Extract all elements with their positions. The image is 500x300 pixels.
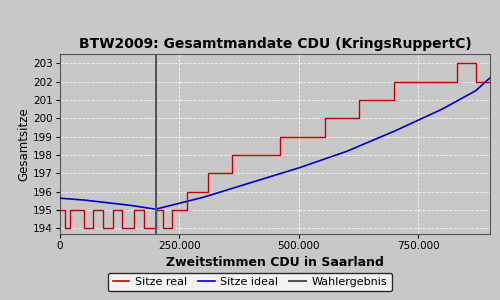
- Sitze real: [160, 208, 166, 212]
- Sitze ideal: [128, 204, 134, 207]
- Line: Sitze real: Sitze real: [60, 63, 490, 229]
- Sitze ideal: [81, 198, 87, 202]
- Sitze ideal: [248, 181, 254, 184]
- Sitze ideal: [296, 166, 302, 170]
- Sitze real: [57, 208, 63, 212]
- Sitze ideal: [57, 196, 63, 200]
- Sitze real: [322, 135, 328, 139]
- Y-axis label: Gesamtsitze: Gesamtsitze: [18, 107, 30, 181]
- Sitze ideal: [105, 201, 111, 205]
- Sitze real: [253, 153, 259, 157]
- Sitze ideal: [472, 89, 478, 92]
- Sitze ideal: [344, 149, 349, 153]
- Sitze real: [62, 208, 68, 212]
- Sitze real: [374, 98, 380, 102]
- Sitze real: [454, 61, 460, 65]
- Sitze real: [300, 135, 306, 139]
- X-axis label: Zweitstimmen CDU in Saarland: Zweitstimmen CDU in Saarland: [166, 256, 384, 269]
- Sitze real: [487, 80, 493, 83]
- Sitze ideal: [152, 207, 158, 211]
- Sitze ideal: [200, 196, 206, 199]
- Sitze ideal: [487, 76, 493, 80]
- Sitze real: [62, 227, 68, 230]
- Line: Sitze ideal: Sitze ideal: [60, 78, 490, 209]
- Title: BTW2009: Gesamtmandate CDU (KringsRuppertC): BTW2009: Gesamtmandate CDU (KringsRupper…: [78, 38, 471, 51]
- Sitze ideal: [392, 129, 398, 133]
- Sitze ideal: [439, 107, 445, 111]
- Legend: Sitze real, Sitze ideal, Wahlergebnis: Sitze real, Sitze ideal, Wahlergebnis: [108, 273, 392, 291]
